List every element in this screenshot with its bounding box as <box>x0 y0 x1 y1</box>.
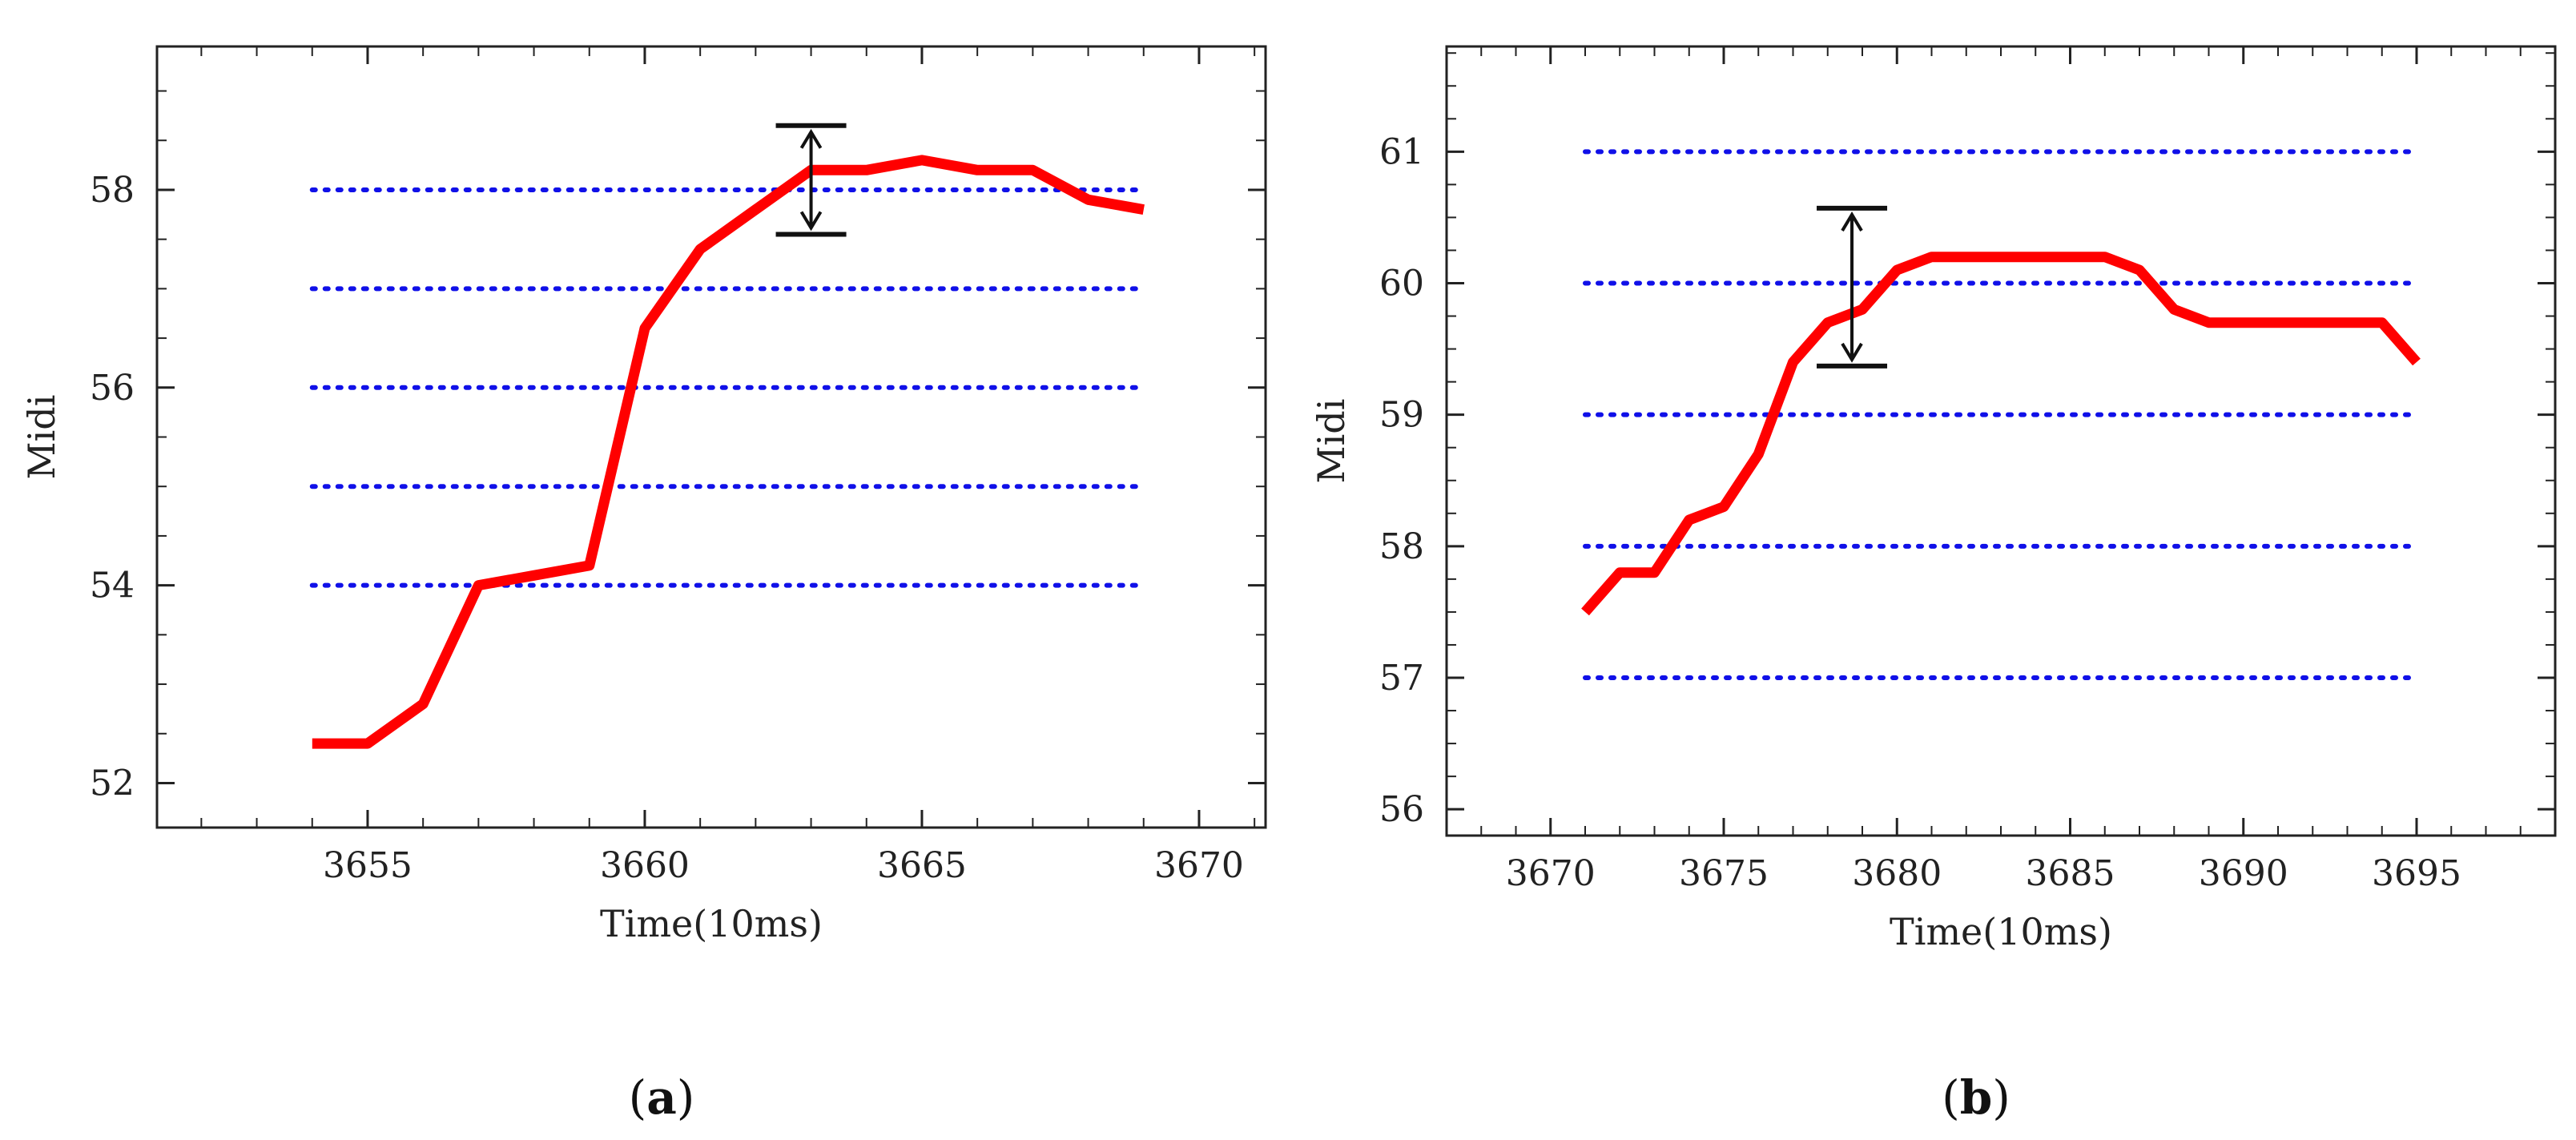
x-tick-label: 3680 <box>1852 853 1942 894</box>
y-tick-label: 60 <box>1379 264 1424 304</box>
series-line-pitch <box>312 155 1145 749</box>
panel-label: (b) <box>1942 1070 2010 1125</box>
x-tick-label: 3670 <box>1506 853 1596 894</box>
y-tick-label: 56 <box>1379 789 1424 830</box>
panel-label-letter: b <box>1960 1070 1993 1125</box>
plot-frame <box>155 45 1267 829</box>
x-tick-label: 3675 <box>1679 853 1769 894</box>
x-axis-label: Time(10ms) <box>1890 910 2112 953</box>
panel-label-open: ( <box>1942 1070 1960 1125</box>
y-tick-label: 59 <box>1379 395 1424 436</box>
x-tick-label: 3665 <box>877 845 967 886</box>
panel-label-letter: a <box>646 1070 677 1125</box>
y-tick-label: 58 <box>90 170 135 211</box>
y-tick-label: 58 <box>1379 526 1424 567</box>
annotation-arrowhead-down <box>799 211 823 232</box>
y-tick-label: 61 <box>1379 131 1424 172</box>
y-tick-label: 56 <box>90 368 135 409</box>
x-tick-label: 3685 <box>2026 853 2115 894</box>
y-axis-label: Midi <box>1310 399 1353 484</box>
interval-annotation <box>1817 205 1888 369</box>
panel-label-close: ) <box>1992 1070 2010 1125</box>
chart-panel-a: 52 54 56 58 3655 3660 3665 3670 Time(10ms) Midi (a… <box>20 45 1267 1125</box>
chart-panel-b: 56 57 58 59 60 61 3670 3675 3680 3685 3690 3695 Time… <box>1310 45 2557 1125</box>
series-line-pitch <box>1581 252 2421 616</box>
annotation-arrowhead-up <box>1841 211 1863 232</box>
x-tick-label: 3660 <box>600 845 690 886</box>
panel-label-close: ) <box>677 1070 695 1125</box>
plot-frame <box>1445 45 2557 837</box>
x-tick-label: 3655 <box>323 845 413 886</box>
y-tick-label: 54 <box>90 566 135 606</box>
y-axis-label: Midi <box>20 395 63 480</box>
interval-annotation <box>775 123 847 237</box>
y-tick-label: 52 <box>90 763 135 804</box>
panel-label: (a) <box>629 1070 695 1125</box>
x-tick-label: 3695 <box>2372 853 2461 894</box>
annotation-arrowhead-up <box>799 128 823 149</box>
panel-label-open: ( <box>629 1070 647 1125</box>
x-tick-label: 3690 <box>2199 853 2288 894</box>
x-tick-label: 3670 <box>1154 845 1244 886</box>
annotation-arrowhead-down <box>1841 342 1863 363</box>
y-tick-label: 57 <box>1379 658 1424 699</box>
x-axis-label: Time(10ms) <box>600 902 823 945</box>
